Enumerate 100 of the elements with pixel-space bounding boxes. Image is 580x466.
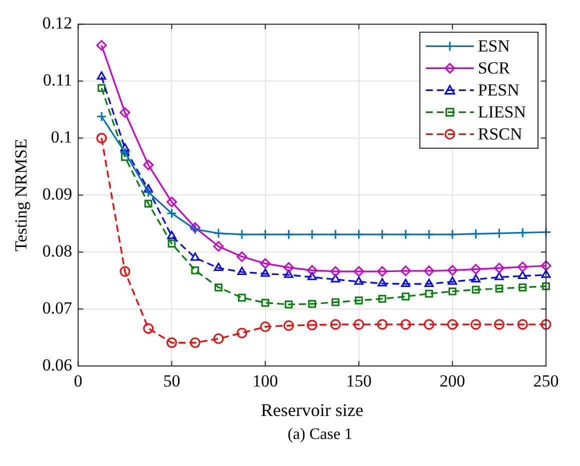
x-tick-label: 0 <box>74 372 82 391</box>
point <box>400 229 411 240</box>
point <box>307 272 317 280</box>
point <box>190 337 200 348</box>
point <box>143 187 154 198</box>
point <box>168 240 176 248</box>
point <box>472 286 480 294</box>
point <box>377 266 388 277</box>
point <box>236 251 248 262</box>
point <box>143 323 154 334</box>
point <box>236 229 248 240</box>
point <box>213 333 224 344</box>
x-tick-label: 100 <box>252 372 278 391</box>
point <box>470 228 482 240</box>
point <box>236 328 248 338</box>
point <box>284 270 294 278</box>
point <box>284 300 293 308</box>
point <box>400 266 411 276</box>
point <box>424 229 434 240</box>
point <box>96 71 106 80</box>
point <box>238 294 246 302</box>
point <box>424 278 434 287</box>
point <box>470 319 482 330</box>
point <box>494 319 504 330</box>
y-tick-label: 0.12 <box>42 14 72 33</box>
point <box>447 229 458 240</box>
legend-label: LIESN <box>478 102 526 122</box>
point <box>402 292 410 300</box>
point <box>143 160 154 170</box>
point <box>120 147 130 158</box>
point <box>214 283 222 292</box>
point <box>213 228 224 239</box>
point <box>471 274 480 282</box>
point <box>96 132 107 144</box>
point <box>167 230 176 240</box>
point <box>540 319 552 330</box>
text: (a) Case 1 <box>286 426 354 444</box>
point <box>378 278 387 286</box>
point <box>213 241 224 252</box>
point <box>354 319 364 330</box>
point <box>260 321 271 332</box>
point <box>517 262 528 272</box>
point <box>354 229 364 240</box>
point <box>144 184 153 192</box>
point <box>332 298 340 306</box>
point <box>330 229 341 240</box>
y-tick-label: 0.09 <box>42 184 72 204</box>
point <box>470 264 482 274</box>
legend-label: RSCN <box>478 124 522 144</box>
point <box>306 320 318 330</box>
point <box>306 229 318 240</box>
point <box>144 200 152 208</box>
point <box>260 229 271 240</box>
point <box>354 276 364 285</box>
point <box>494 272 504 280</box>
point <box>120 143 130 152</box>
point <box>377 229 388 240</box>
point <box>401 278 410 287</box>
point <box>283 229 294 240</box>
point <box>377 319 388 330</box>
point <box>98 84 106 92</box>
point <box>96 111 107 122</box>
point <box>494 262 504 274</box>
x-tick-label: 50 <box>163 372 180 391</box>
point <box>283 320 294 331</box>
point <box>354 266 364 277</box>
y-tick-label: 0.11 <box>43 70 72 90</box>
point <box>330 266 341 277</box>
point <box>448 276 458 285</box>
point <box>166 196 177 208</box>
point <box>121 153 129 161</box>
point <box>166 337 177 348</box>
point <box>518 283 527 292</box>
y-tick-label: 0.06 <box>42 355 72 374</box>
y-tick-label: 0.08 <box>42 242 72 261</box>
point <box>542 282 550 290</box>
point <box>214 262 224 272</box>
point <box>191 266 200 274</box>
x-tick-label: 250 <box>533 372 559 391</box>
point <box>447 319 458 330</box>
point <box>354 296 363 304</box>
point <box>517 319 528 330</box>
point <box>190 252 200 261</box>
point <box>540 260 552 271</box>
point <box>308 300 316 308</box>
point <box>378 294 386 303</box>
point <box>330 319 341 330</box>
y-tick-label: 0.1 <box>50 128 72 147</box>
point <box>330 274 340 282</box>
legend-label: PESN <box>478 80 520 100</box>
point <box>424 319 434 330</box>
point <box>306 265 318 276</box>
point <box>425 290 433 298</box>
point <box>261 298 270 307</box>
x-tick-label: 200 <box>440 372 466 391</box>
point <box>260 258 271 269</box>
legend-label: ESN <box>478 36 510 56</box>
point <box>447 265 458 276</box>
point <box>448 287 456 296</box>
point <box>120 266 130 277</box>
